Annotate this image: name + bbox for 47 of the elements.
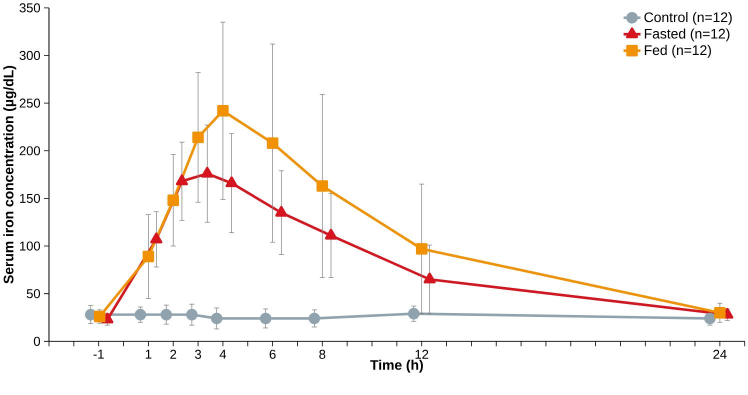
point	[217, 105, 229, 117]
y-tick-label: 200	[20, 146, 40, 156]
x-axis-title: Time (h)	[370, 360, 423, 373]
point	[260, 312, 272, 324]
x-tick-label: 2	[170, 350, 176, 359]
point	[275, 206, 288, 217]
y-tick-label: 50	[26, 289, 40, 298]
x-tick-label: 4	[220, 350, 226, 359]
point	[134, 308, 146, 320]
x-tick-label: 8	[319, 350, 326, 359]
y-tick-label: 100	[20, 242, 40, 251]
point	[308, 312, 320, 324]
point	[94, 310, 106, 322]
point	[176, 174, 188, 186]
y-tick-label: 150	[20, 194, 40, 203]
x-tick-label: 1	[146, 350, 152, 359]
point	[408, 308, 420, 320]
legend-label: Fed (n=12)	[644, 44, 711, 58]
legend-label: Control (n=12)	[644, 12, 732, 25]
point	[84, 308, 96, 320]
point	[226, 176, 238, 188]
point	[704, 312, 716, 324]
x-tick-label: 12	[416, 350, 428, 359]
point	[150, 232, 162, 244]
point	[424, 272, 436, 284]
point	[186, 308, 198, 320]
y-tick-label: 0	[34, 336, 40, 346]
point	[192, 132, 204, 144]
point	[210, 312, 222, 324]
point	[316, 180, 328, 192]
y-axis-title: Serum iron concentration (µg/dL)	[3, 66, 16, 284]
x-tick-label: 3	[194, 350, 202, 359]
point	[714, 307, 726, 319]
point	[416, 243, 428, 255]
point	[324, 228, 338, 240]
point	[142, 250, 154, 262]
legend-label: Fasted (n=12)	[644, 28, 730, 42]
point	[160, 308, 172, 320]
point	[201, 166, 214, 178]
x-tick-label: -1	[94, 350, 104, 359]
y-tick-label: 250	[20, 98, 40, 108]
x-tick-label: 6	[270, 350, 276, 359]
y-tick-label: 300	[20, 50, 40, 60]
y-tick-label: 350	[20, 3, 40, 12]
point	[167, 194, 179, 206]
point	[266, 137, 278, 149]
x-tick-label: 24	[713, 350, 727, 359]
